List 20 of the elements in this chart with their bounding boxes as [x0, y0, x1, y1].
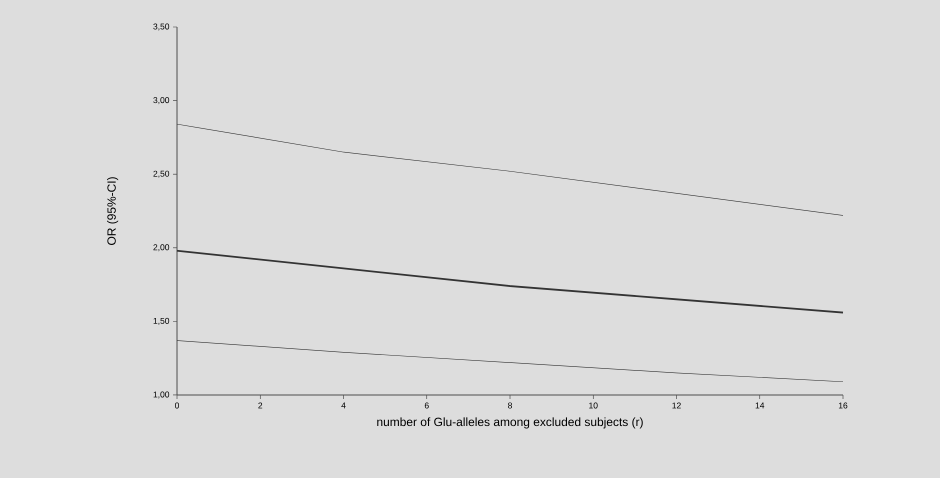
- line-series: [176, 340, 844, 382]
- y-tick-label: 2,00: [153, 244, 170, 252]
- y-tick-label: 3,00: [153, 97, 170, 104]
- x-axis-title: number of Glu-alleles among excluded subjects (r): [377, 417, 643, 428]
- x-tick-label: 16: [838, 402, 848, 408]
- x-tick-label: 14: [756, 402, 764, 408]
- x-tick-label: 8: [508, 402, 512, 408]
- x-tick-label: 10: [589, 402, 598, 408]
- y-tick-label: 1,00: [154, 391, 170, 398]
- x-tick-label: 2: [258, 402, 262, 408]
- x-tick-label: 4: [341, 402, 346, 408]
- y-tick-label: 3,50: [153, 23, 170, 30]
- y-tick-label: 1,50: [154, 318, 170, 325]
- line-series: [176, 124, 844, 216]
- y-axis-title: OR (95%-CI): [107, 177, 118, 245]
- line-series: [176, 250, 844, 314]
- x-tick-label: 12: [672, 402, 681, 408]
- y-tick-label: 2,50: [153, 170, 170, 178]
- x-tick-label: 6: [424, 402, 429, 408]
- x-tick-label: 0: [174, 402, 180, 408]
